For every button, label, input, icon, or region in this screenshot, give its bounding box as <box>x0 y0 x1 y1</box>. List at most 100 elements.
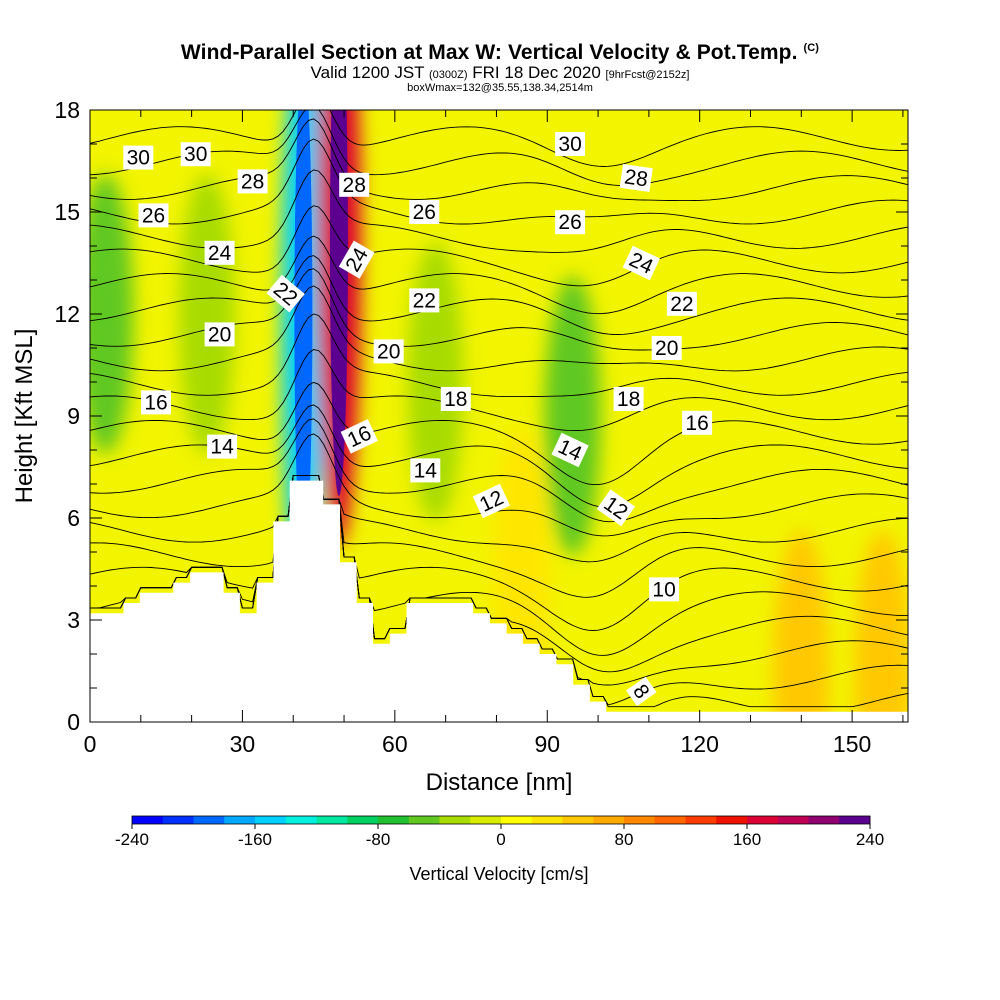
contour-label-text: 26 <box>558 211 581 234</box>
colorbar-swatch <box>224 816 256 824</box>
w-feature-2 <box>90 174 134 454</box>
theta-contour-15 <box>90 475 908 563</box>
colorbar-tick-label: 80 <box>615 830 634 849</box>
colorbar-swatch <box>285 816 317 824</box>
box-info: boxWmax=132@35.55,138.34,2514m <box>407 82 593 94</box>
contour-label-box <box>613 387 644 411</box>
colorbar-tick-label: 240 <box>856 830 884 849</box>
x-axis-label: Distance [nm] <box>426 769 573 796</box>
theta-contour-31 <box>90 110 908 167</box>
colorbar-swatch <box>193 816 225 824</box>
contour-label-text: 26 <box>142 204 165 227</box>
w-feature-6 <box>544 276 601 556</box>
theta-contour-29 <box>90 118 908 202</box>
colorbar-swatch <box>470 816 502 824</box>
contour-label-text: 20 <box>655 337 678 360</box>
contour-label-text: 10 <box>652 578 675 601</box>
colorbar-swatch <box>685 816 717 824</box>
y-tick-label: 3 <box>67 607 80 633</box>
terrain-mask <box>90 480 908 722</box>
contour-label-text: 28 <box>343 174 366 197</box>
contour-label-box <box>237 169 268 194</box>
contour-label-1: 30 <box>180 142 211 167</box>
colorbar-tick-label: -160 <box>238 830 272 849</box>
valid-date: FRI 18 Dec 2020 <box>472 63 601 82</box>
y-tick-label: 9 <box>67 403 80 429</box>
chart-title-text: Wind-Parallel Section at Max W: Vertical… <box>180 41 798 64</box>
chart-title: Wind-Parallel Section at Max W: Vertical… <box>0 36 1000 65</box>
x-tick-label: 60 <box>382 731 408 757</box>
contour-label-text: 18 <box>617 388 640 411</box>
contour-label-box <box>207 434 238 459</box>
contour-label-text: 24 <box>208 242 232 265</box>
contour-label-8: 14 <box>207 434 238 459</box>
contour-label-box <box>339 172 370 197</box>
colorbar-swatch <box>378 816 410 824</box>
contour-label-16: 14 <box>410 458 441 483</box>
contour-label-box <box>472 483 511 519</box>
theta-contour-25 <box>90 235 908 315</box>
colorbar-tick-label: -240 <box>115 830 149 849</box>
theta-contour-30 <box>90 110 908 186</box>
contour-label-0: 30 <box>123 145 154 170</box>
colorbar-swatch <box>531 816 563 824</box>
theta-contour-24 <box>90 255 908 335</box>
contour-label-box <box>373 339 404 364</box>
colorbar-swatch <box>747 816 779 824</box>
w-core-1 <box>329 110 348 496</box>
contour-label-box <box>619 164 653 192</box>
contour-label-box <box>596 489 636 527</box>
valid-utc: (0300Z) <box>429 69 468 81</box>
contour-label-box <box>551 432 589 468</box>
w-feature-8 <box>854 531 908 722</box>
contour-label-22: 22 <box>666 291 697 316</box>
contour-label-text: 18 <box>444 388 467 411</box>
colorbar-swatch <box>654 816 686 824</box>
theta-contour-17 <box>90 418 908 523</box>
contour-label-box <box>123 145 154 170</box>
contour-label-box <box>141 390 171 415</box>
contour-label-18: 30 <box>555 132 586 156</box>
theta-contour-22 <box>90 285 908 372</box>
w-feature-7 <box>773 531 830 722</box>
contour-label-14: 26 <box>409 200 440 224</box>
contour-label-6: 20 <box>204 322 235 347</box>
colorbar-swatch <box>562 816 594 824</box>
contour-label-text: 22 <box>670 293 693 316</box>
theta-contour-13 <box>90 475 908 631</box>
colorbar-tick-label: 0 <box>496 830 505 849</box>
colorbar-swatch <box>408 816 440 824</box>
colorbar-swatch <box>255 816 287 824</box>
contour-label-13: 22 <box>409 288 440 313</box>
contour-label-box <box>622 245 660 281</box>
contour-label-24: 18 <box>613 387 644 411</box>
chart-title-block: Wind-Parallel Section at Max W: Vertical… <box>0 36 1000 94</box>
contour-label-4: 24 <box>204 240 235 265</box>
y-tick-label: 15 <box>54 199 80 225</box>
y-axis-label: Height [Kft MSL] <box>11 329 38 504</box>
contour-label-box <box>555 132 586 156</box>
contour-label-box <box>682 410 713 435</box>
colorbar-swatch <box>162 816 194 824</box>
theta-contour-21 <box>90 313 908 398</box>
terrain <box>90 480 908 722</box>
colorbar-swatch <box>439 816 471 824</box>
colorbar: -240 -160 -80 0 80 160 240 <box>115 815 884 849</box>
contour-label-box <box>180 142 211 167</box>
contour-label-box <box>410 458 441 483</box>
contour-label-25: 16 <box>682 410 713 435</box>
colorbar-swatch <box>593 816 625 824</box>
contour-label-text: 26 <box>413 201 436 224</box>
colorbar-tick-label: -80 <box>366 830 391 849</box>
theta-contour-12 <box>90 475 908 656</box>
x-tick-label: 120 <box>681 731 719 757</box>
valid-prefix: Valid 1200 JST <box>310 63 425 82</box>
x-tick-label: 150 <box>833 731 871 757</box>
contour-label-box <box>204 240 235 265</box>
contour-label-box <box>555 210 586 235</box>
contour-label-box <box>338 240 375 279</box>
contour-label-box <box>340 419 378 454</box>
colorbar-swatch <box>132 816 164 824</box>
contour-label-15: 18 <box>440 387 471 411</box>
y-axis: 0 3 6 9 12 15 18 <box>54 97 908 735</box>
